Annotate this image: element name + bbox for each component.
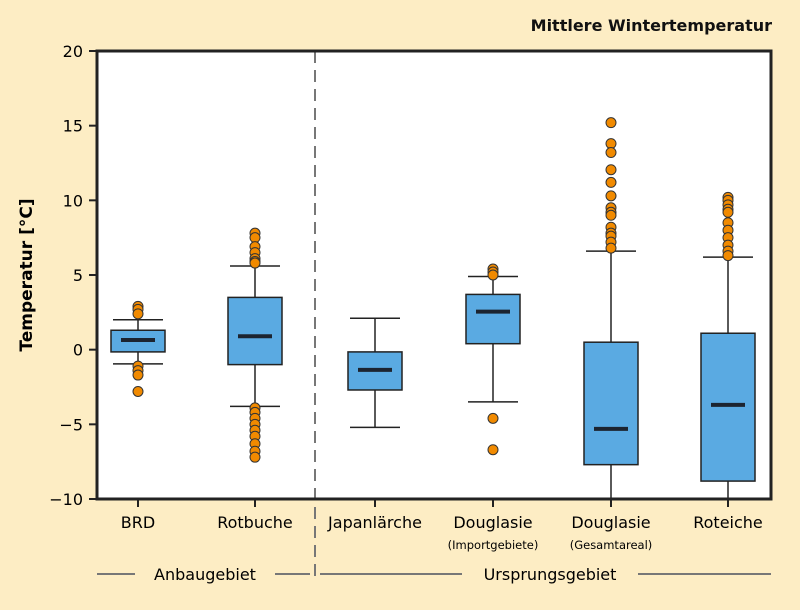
x-tick-label: Douglasie	[453, 513, 532, 532]
outlier-point	[487, 444, 499, 456]
outlier-point	[605, 117, 617, 129]
y-tick-label: 20	[63, 42, 83, 61]
box	[465, 293, 521, 345]
outlier-point	[605, 209, 617, 221]
outlier-point	[722, 250, 734, 262]
y-tick-label: −10	[49, 490, 83, 509]
box	[700, 332, 756, 482]
x-tick-sublabel: (Importgebiete)	[448, 538, 539, 552]
y-tick-label: −5	[59, 415, 83, 434]
x-tick-label: Rotbuche	[217, 513, 293, 532]
group-label: Anbaugebiet	[154, 565, 256, 584]
group-label: Ursprungsgebiet	[484, 565, 617, 584]
y-tick-label: 15	[63, 117, 83, 136]
x-tick-label: BRD	[121, 513, 155, 532]
y-tick-label: 10	[63, 191, 83, 210]
outlier-point	[132, 308, 144, 320]
x-tick-label: Japanlärche	[327, 513, 422, 532]
x-tick-label: Roteiche	[693, 513, 763, 532]
outlier-point	[605, 176, 617, 188]
x-tick-sublabel: (Gesamtareal)	[570, 538, 653, 552]
box	[227, 296, 283, 366]
outlier-point	[722, 206, 734, 218]
plot-border	[95, 49, 773, 501]
y-axis-label: Temperatur [°C]	[17, 198, 37, 351]
outlier-point	[487, 412, 499, 424]
box	[583, 341, 639, 466]
outlier-point	[249, 451, 261, 463]
outlier-point	[132, 385, 144, 397]
outlier-point	[132, 369, 144, 381]
outlier-point	[605, 164, 617, 176]
y-tick-label: 5	[73, 266, 83, 285]
chart-title: Mittlere Wintertemperatur	[530, 16, 772, 35]
plot-area	[97, 51, 771, 499]
outlier-point	[249, 257, 261, 269]
y-tick-label: 0	[73, 341, 83, 360]
x-tick-label: Douglasie	[571, 513, 650, 532]
outlier-point	[605, 147, 617, 159]
outlier-point	[605, 190, 617, 202]
outlier-point	[487, 269, 499, 281]
outlier-point	[605, 242, 617, 254]
